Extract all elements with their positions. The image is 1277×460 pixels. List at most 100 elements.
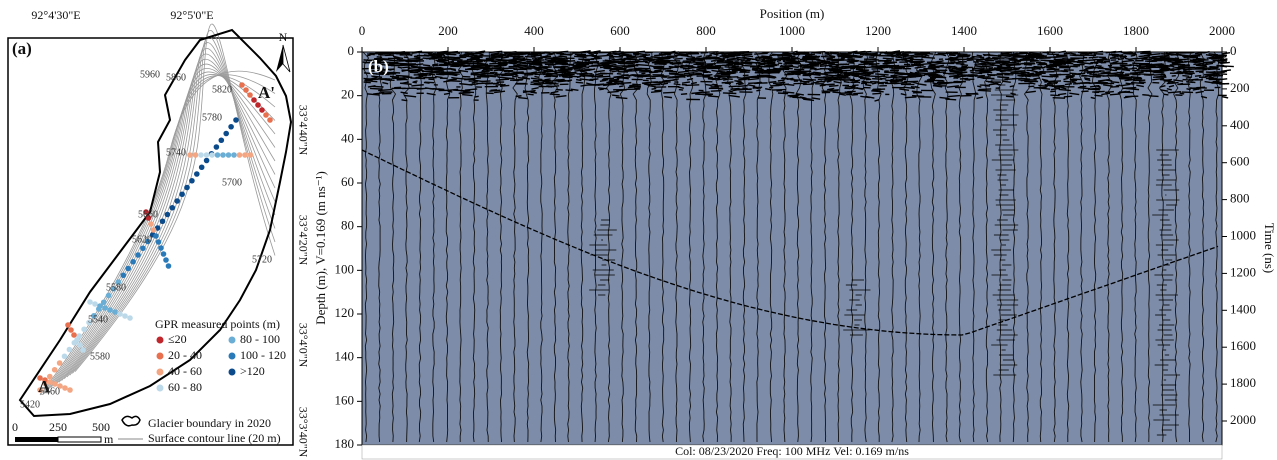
noise bbox=[1029, 60, 1040, 62]
gpr-points bbox=[37, 82, 273, 393]
noise bbox=[1114, 54, 1123, 57]
noise bbox=[499, 78, 510, 81]
noise bbox=[677, 70, 689, 74]
gpr-point bbox=[242, 152, 248, 158]
lon-label: 92°4'30"E bbox=[31, 8, 80, 22]
noise bbox=[948, 67, 954, 71]
noise bbox=[462, 93, 473, 97]
noise bbox=[389, 68, 395, 71]
noise bbox=[432, 53, 445, 55]
y-tick-label: 0 bbox=[348, 43, 355, 58]
noise bbox=[861, 74, 870, 77]
noise bbox=[432, 63, 439, 66]
noise bbox=[900, 93, 907, 96]
noise bbox=[729, 62, 736, 66]
gpr-point bbox=[105, 292, 112, 299]
gpr-point bbox=[223, 130, 229, 137]
noise bbox=[1067, 57, 1080, 61]
radargram bbox=[362, 52, 1222, 445]
noise bbox=[407, 57, 421, 60]
gpr-point bbox=[169, 204, 176, 211]
noise bbox=[1194, 74, 1202, 77]
noise bbox=[1213, 72, 1220, 76]
scale-bar bbox=[57, 436, 102, 443]
noise bbox=[378, 88, 392, 92]
noise bbox=[1002, 80, 1011, 83]
noise bbox=[726, 70, 736, 73]
noise bbox=[960, 63, 969, 67]
noise bbox=[716, 78, 724, 81]
gpr-point bbox=[236, 152, 243, 158]
gpr-point bbox=[122, 313, 128, 319]
noise bbox=[903, 86, 915, 90]
gpr-point bbox=[198, 152, 204, 158]
noise bbox=[495, 83, 503, 86]
trace bbox=[1158, 51, 1166, 443]
noise bbox=[542, 72, 550, 76]
noise bbox=[738, 88, 752, 91]
noise bbox=[380, 63, 393, 67]
noise bbox=[613, 78, 620, 81]
noise bbox=[1047, 80, 1062, 83]
noise bbox=[916, 73, 926, 77]
gpr-point bbox=[251, 97, 257, 103]
noise bbox=[693, 63, 704, 66]
noise bbox=[740, 60, 748, 64]
noise bbox=[789, 62, 800, 65]
noise bbox=[710, 59, 716, 63]
x-axis-label: Position (m) bbox=[760, 6, 825, 21]
contour-line bbox=[42, 74, 276, 394]
noise bbox=[775, 83, 783, 86]
noise bbox=[630, 55, 636, 58]
radargram-traces bbox=[361, 50, 1234, 443]
noise bbox=[754, 61, 761, 64]
noise bbox=[1131, 52, 1136, 55]
noise bbox=[946, 85, 960, 88]
noise bbox=[1115, 84, 1121, 87]
trace bbox=[605, 51, 613, 443]
noise bbox=[700, 65, 714, 68]
noise bbox=[754, 52, 768, 55]
noise bbox=[1195, 70, 1204, 73]
noise bbox=[1153, 63, 1163, 66]
noise bbox=[709, 52, 715, 55]
lat-label: 33°4'40"N bbox=[296, 105, 310, 156]
noise bbox=[470, 60, 483, 63]
gpr-point bbox=[92, 301, 98, 307]
noise bbox=[918, 62, 930, 66]
noise bbox=[450, 68, 457, 72]
noise bbox=[1041, 75, 1054, 78]
y2-tick-label: 200 bbox=[1230, 80, 1250, 95]
gpr-point bbox=[184, 184, 190, 191]
noise bbox=[777, 79, 785, 82]
noise bbox=[434, 75, 443, 79]
noise bbox=[985, 56, 991, 60]
gpr-point bbox=[110, 285, 117, 292]
noise bbox=[515, 95, 522, 98]
trace bbox=[890, 51, 896, 443]
trace bbox=[943, 51, 950, 443]
noise bbox=[866, 72, 874, 75]
noise bbox=[839, 93, 846, 96]
noise bbox=[929, 77, 937, 80]
lat-label: 33°3'40"N bbox=[296, 407, 310, 458]
noise bbox=[473, 79, 483, 83]
noise bbox=[705, 83, 712, 87]
noise bbox=[853, 92, 864, 95]
trace bbox=[916, 51, 923, 443]
gpr-point bbox=[67, 387, 73, 393]
noise bbox=[1020, 74, 1034, 77]
scale-label: 250 bbox=[49, 420, 67, 434]
noise bbox=[585, 82, 592, 85]
legend-marker bbox=[156, 336, 164, 344]
trace bbox=[1199, 51, 1205, 443]
gpr-point bbox=[209, 152, 215, 158]
noise bbox=[1153, 73, 1166, 76]
noise bbox=[614, 81, 620, 84]
noise bbox=[914, 85, 920, 89]
y2-tick-label: 600 bbox=[1230, 154, 1250, 169]
noise bbox=[667, 55, 678, 59]
noise bbox=[1044, 84, 1055, 87]
noise bbox=[615, 96, 628, 100]
boundary-label: Glacier boundary in 2020 bbox=[148, 416, 271, 430]
